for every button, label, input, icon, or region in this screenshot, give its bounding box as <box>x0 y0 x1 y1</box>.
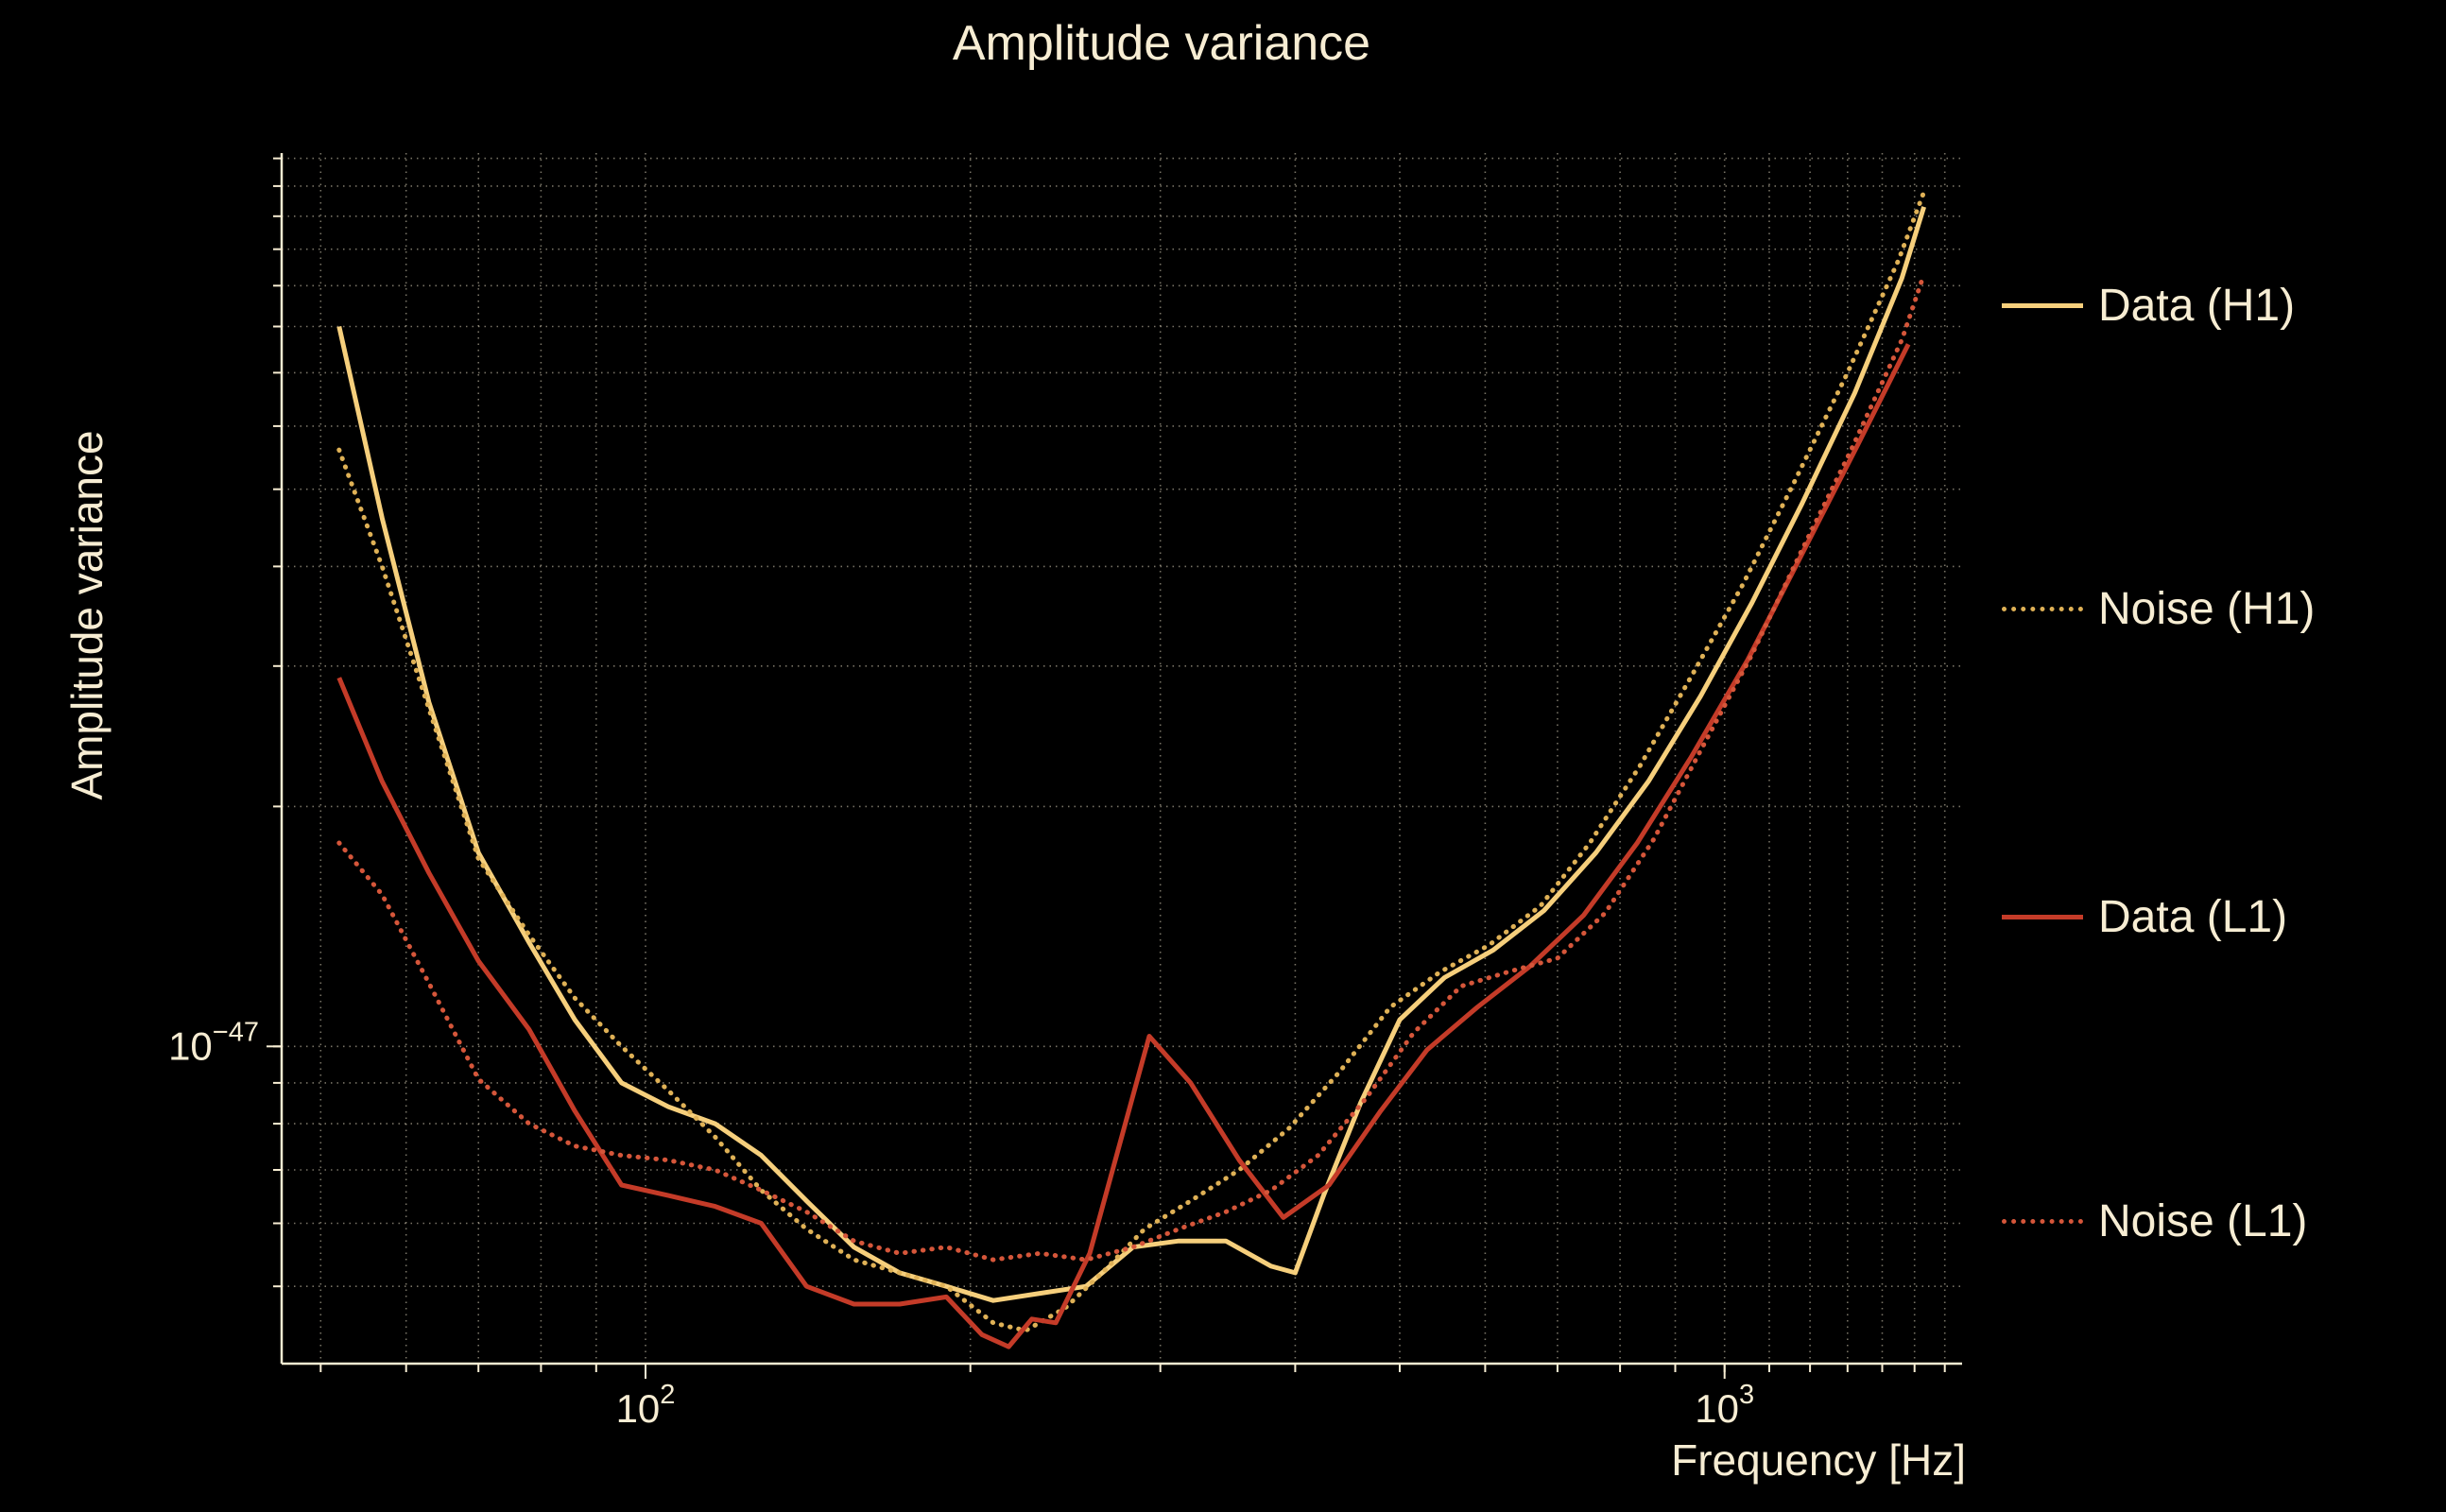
x-axis-label: Frequency [Hz] <box>1671 1435 1966 1485</box>
legend-item-data-h1: Data (H1) <box>2002 279 2295 332</box>
legend-line-sample-noise-h1 <box>2002 606 2083 611</box>
legend: Data (H1) Noise (H1) Data (L1) Noise (L1… <box>2002 0 2446 1512</box>
legend-line-sample-noise-l1 <box>2002 1218 2083 1224</box>
legend-item-noise-l1: Noise (L1) <box>2002 1194 2307 1247</box>
series-line-noise-l1 <box>336 271 1927 1263</box>
legend-label-data-h1: Data (H1) <box>2098 280 2296 331</box>
x-tick-label: 102 <box>616 1380 676 1431</box>
legend-label-noise-h1: Noise (H1) <box>2098 583 2316 634</box>
legend-line-sample-data-l1 <box>2002 914 2083 919</box>
series-line-noise-h1 <box>336 189 1927 1333</box>
series-line-data-l1 <box>336 343 1911 1349</box>
legend-item-noise-h1: Noise (H1) <box>2002 582 2315 635</box>
legend-label-data-l1: Data (L1) <box>2098 891 2288 942</box>
y-tick-label: 10−47 <box>168 1017 259 1068</box>
x-tick-label: 103 <box>1695 1380 1754 1431</box>
series-line-data-h1 <box>336 206 1926 1303</box>
chart-title: Amplitude variance <box>952 16 1371 71</box>
legend-item-data-l1: Data (L1) <box>2002 890 2287 943</box>
legend-line-sample-data-h1 <box>2002 302 2083 308</box>
legend-label-noise-l1: Noise (L1) <box>2098 1195 2308 1246</box>
